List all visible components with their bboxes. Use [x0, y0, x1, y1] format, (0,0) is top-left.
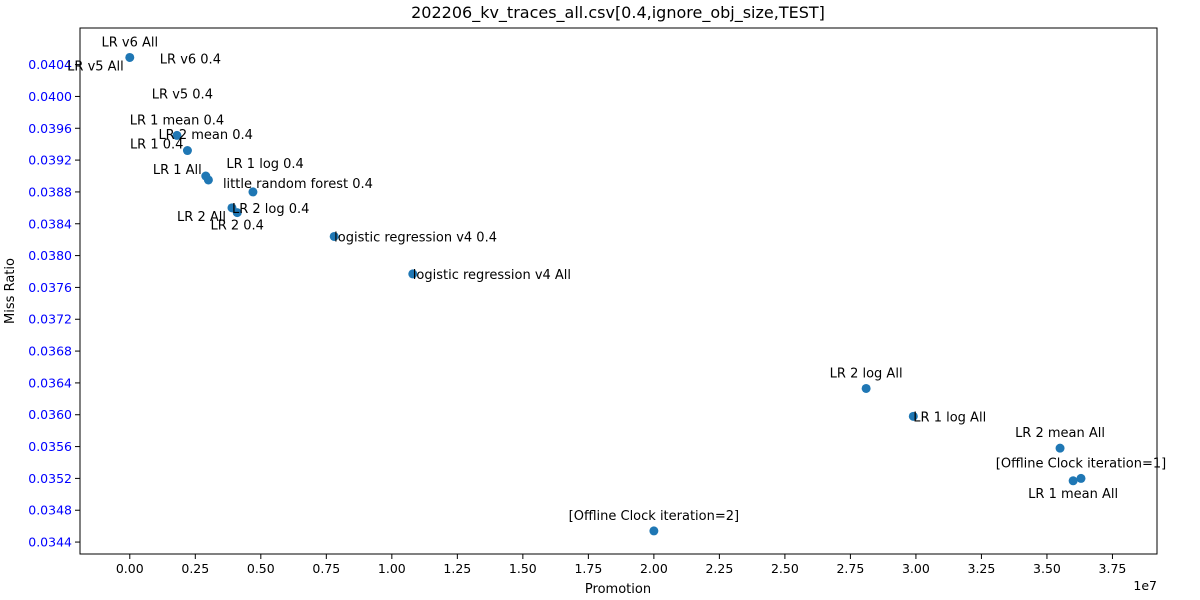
y-tick-label: 0.0372	[28, 312, 72, 327]
y-tick-label: 0.0392	[28, 153, 72, 168]
scatter-point	[1055, 443, 1065, 453]
point-annotation: logistic regression v4 0.4	[334, 230, 497, 245]
y-tick-label: 0.0344	[28, 535, 72, 550]
scatter-point	[861, 383, 871, 393]
x-tick-label: 2.00	[640, 561, 668, 576]
scatter-point	[908, 411, 918, 421]
y-tick-label: 0.0380	[28, 248, 72, 263]
point-annotation: LR v5 All	[67, 59, 124, 74]
point-annotation: LR 2 mean All	[1015, 426, 1105, 441]
y-tick-label: 0.0364	[28, 375, 72, 390]
point-annotation: [Offline Clock iteration=2]	[569, 509, 739, 524]
scatter-point	[182, 146, 192, 156]
scatter-point	[1076, 473, 1086, 483]
plot-area	[79, 27, 1158, 555]
point-annotation: little random forest 0.4	[223, 177, 373, 192]
scatter-point	[329, 231, 339, 241]
y-tick-label: 0.0376	[28, 280, 72, 295]
point-annotation: logistic regression v4 All	[413, 268, 571, 283]
point-annotation: LR 1 mean All	[1028, 487, 1118, 502]
scatter-point	[649, 526, 659, 536]
point-annotation: LR v6 0.4	[160, 52, 221, 67]
scatter-point	[232, 208, 242, 218]
point-annotation: LR 2 log 0.4	[232, 202, 309, 217]
scatter-point	[408, 269, 418, 279]
x-tick-label: 3.75	[1099, 561, 1127, 576]
x-tick-label: 1.75	[574, 561, 602, 576]
x-tick-label: 1.25	[443, 561, 471, 576]
chart-title: 202206_kv_traces_all.csv[0.4,ignore_obj_…	[411, 3, 825, 23]
y-tick-label: 0.0400	[28, 89, 72, 104]
point-annotation: LR v5 0.4	[152, 87, 213, 102]
x-tick-label: 3.25	[968, 561, 996, 576]
point-annotation: LR 2 All	[177, 210, 226, 225]
point-annotation: [Offline Clock iteration=1]	[996, 456, 1166, 471]
scatter-point	[125, 52, 135, 62]
scatter-point	[203, 175, 213, 185]
y-tick-label: 0.0360	[28, 407, 72, 422]
x-axis-label: Promotion	[585, 582, 651, 597]
y-axis-label: Miss Ratio	[3, 258, 18, 324]
point-annotation: LR 1 mean 0.4	[130, 113, 225, 128]
y-tick-label: 0.0368	[28, 344, 72, 359]
x-axis-offset-label: 1e7	[1133, 578, 1157, 593]
point-annotation: LR 1 log All	[913, 410, 986, 425]
x-tick-label: 0.00	[116, 561, 144, 576]
x-tick-label: 2.50	[771, 561, 799, 576]
y-tick-label: 0.0352	[28, 471, 72, 486]
point-annotation: LR 1 0.4	[130, 138, 184, 153]
point-annotation: LR 2 mean 0.4	[158, 128, 253, 143]
y-tick-label: 0.0348	[28, 503, 72, 518]
x-tick-label: 2.75	[836, 561, 864, 576]
y-tick-label: 0.0396	[28, 121, 72, 136]
x-tick-label: 3.00	[902, 561, 930, 576]
scatter-point	[1068, 476, 1078, 486]
point-annotation: LR 1 All	[153, 163, 202, 178]
x-tick-label: 2.25	[705, 561, 733, 576]
point-annotation: LR 2 0.4	[210, 219, 264, 234]
x-tick-label: 3.50	[1033, 561, 1061, 576]
x-tick-label: 0.75	[312, 561, 340, 576]
x-axis-ticks: 0.00 0.25 0.50 0.75 1.00 1.25 1.50 1.75 2.00 2.25…	[116, 554, 1127, 576]
point-annotation: LR v6 All	[101, 35, 158, 50]
point-annotation: LR 2 log All	[830, 366, 903, 381]
x-tick-label: 0.25	[181, 561, 209, 576]
scatter-point	[248, 187, 258, 197]
y-axis-ticks: 0.0344 0.0348 0.0352 0.0356 0.0360 0.0364 0.03…	[28, 57, 80, 550]
x-tick-label: 1.00	[378, 561, 406, 576]
point-annotation: LR 1 log 0.4	[226, 157, 303, 172]
y-tick-label: 0.0404	[28, 57, 72, 72]
y-tick-label: 0.0388	[28, 184, 72, 199]
data-points	[125, 52, 1086, 536]
scatter-point	[172, 130, 182, 140]
x-tick-label: 1.50	[509, 561, 537, 576]
y-tick-label: 0.0356	[28, 439, 72, 454]
x-tick-label: 0.50	[247, 561, 275, 576]
y-tick-label: 0.0384	[28, 216, 72, 231]
